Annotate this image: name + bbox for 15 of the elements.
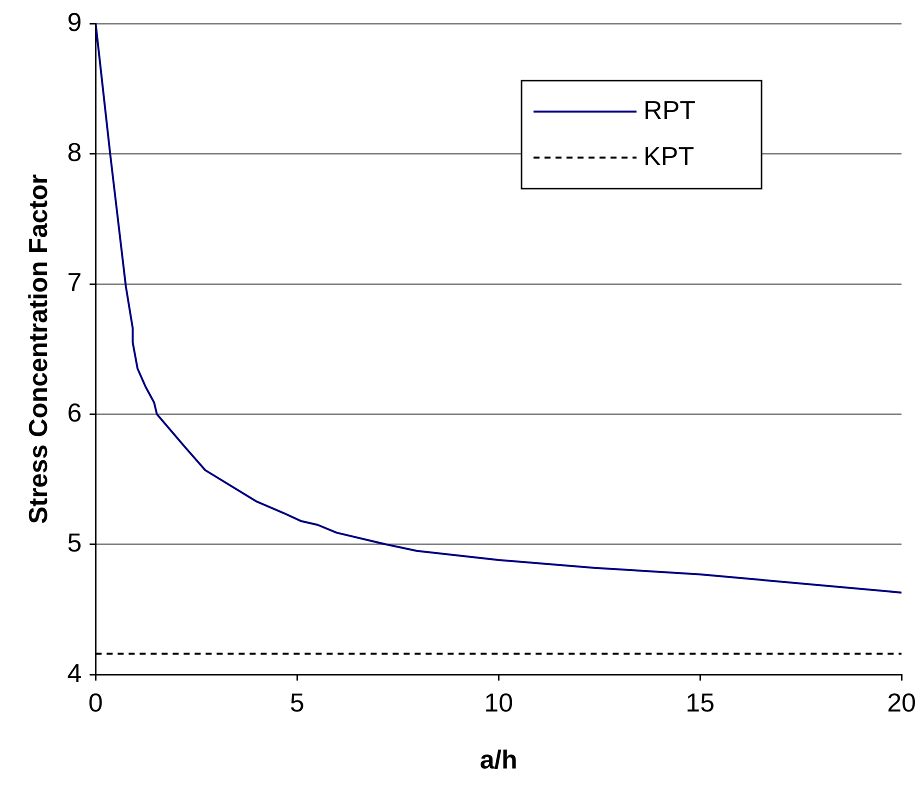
y-axis-title: Stress Concentration Factor bbox=[22, 174, 53, 524]
y-tick-label: 6 bbox=[67, 397, 82, 428]
x-tick-label: 20 bbox=[887, 687, 916, 718]
y-tick-label: 8 bbox=[67, 136, 82, 167]
x-axis-title: a/h bbox=[480, 744, 518, 775]
x-tick-label: 5 bbox=[290, 687, 304, 718]
legend-label: RPT bbox=[644, 94, 696, 125]
y-tick-label: 9 bbox=[67, 6, 82, 37]
x-tick-label: 15 bbox=[686, 687, 715, 718]
legend-label: KPT bbox=[644, 140, 694, 171]
y-tick-label: 5 bbox=[67, 528, 82, 558]
x-tick-label: 0 bbox=[88, 687, 103, 718]
y-tick-label: 7 bbox=[67, 267, 82, 298]
y-tick-label: 4 bbox=[67, 658, 82, 688]
x-tick-label: 10 bbox=[484, 687, 514, 718]
